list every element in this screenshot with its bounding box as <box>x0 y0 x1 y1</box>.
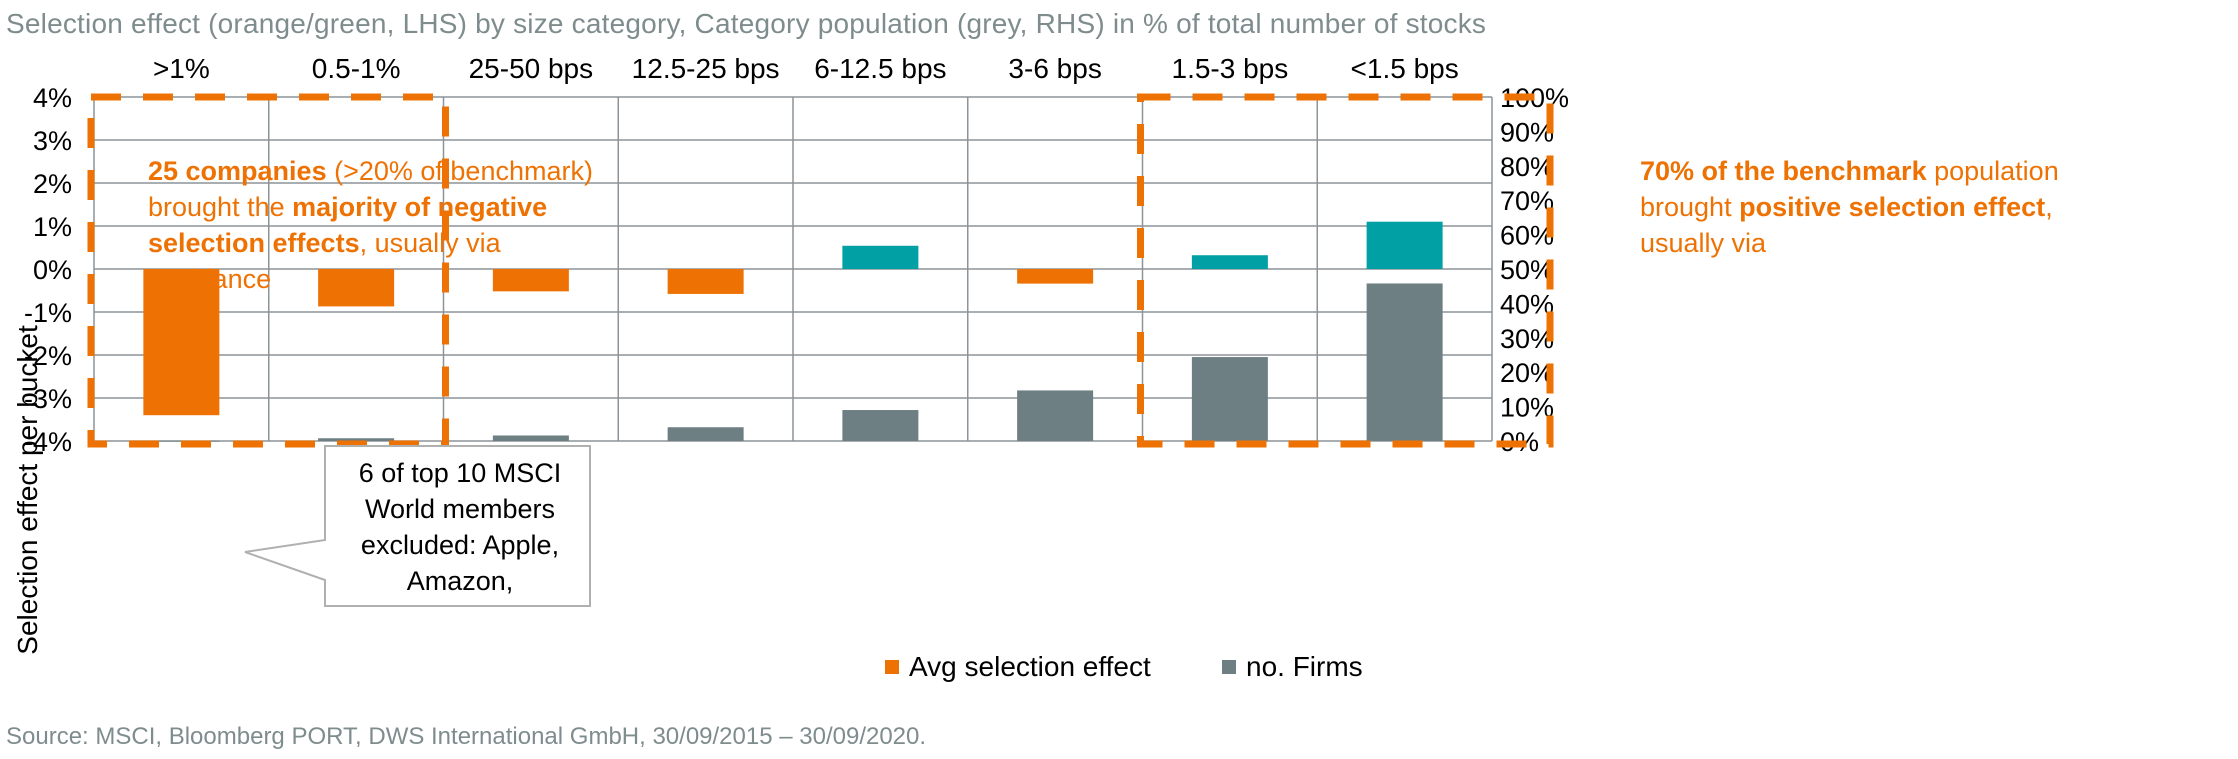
legend-item-avg: Avg selection effect <box>885 651 1151 683</box>
legend-swatch-firms <box>1222 660 1236 674</box>
left-annotation-bold-2: majority of negative selection effects <box>148 192 548 258</box>
category-label: >1% <box>153 53 210 84</box>
right-tick-label: 50% <box>1500 255 1554 285</box>
source-note: Source: MSCI, Bloomberg PORT, DWS Intern… <box>6 723 927 750</box>
right-highlight-box <box>1137 93 1554 448</box>
firms-bar <box>318 438 395 441</box>
category-label: 3-6 bps <box>1008 53 1101 84</box>
right-tick-label: 10% <box>1500 393 1554 423</box>
left-annotation-text-1: (>20% of benchmark) brought the <box>148 156 593 222</box>
left-annotation: 25 companies (>20% of benchmark) brought… <box>148 153 628 297</box>
left-tick-label: 3% <box>33 126 72 156</box>
callout-bubble <box>244 445 591 607</box>
category-label: 1.5-3 bps <box>1172 53 1289 84</box>
category-label: 0.5-1% <box>312 53 401 84</box>
left-tick-label: -3% <box>24 384 72 414</box>
annotation-boxes <box>87 93 1554 607</box>
selection-bar <box>143 269 220 416</box>
right-annotation: 70% of the benchmark population brought … <box>1640 153 2060 261</box>
firms-bar <box>1017 390 1094 441</box>
right-tick-label: 90% <box>1500 117 1554 147</box>
right-tick-label: 70% <box>1500 186 1554 216</box>
selection-bar <box>1366 221 1443 269</box>
selection-bar <box>492 269 569 292</box>
left-tick-label: 0% <box>33 255 72 285</box>
firms-bars <box>143 283 1443 442</box>
right-tick-label: 30% <box>1500 324 1554 354</box>
category-label: 6-12.5 bps <box>814 53 946 84</box>
gridlines <box>93 96 1493 442</box>
firms-bar <box>1191 357 1268 441</box>
left-tick-label: -4% <box>24 427 72 457</box>
left-annotation-bold-1: 25 companies <box>148 156 327 186</box>
right-axis-ticks: 100%90%80%70%60%50%40%30%20%10%0% <box>1500 83 1569 457</box>
category-label: <1.5 bps <box>1351 53 1459 84</box>
selection-bar <box>1017 269 1094 284</box>
left-tick-label: 1% <box>33 212 72 242</box>
firms-bar <box>842 410 919 441</box>
selection-bar <box>842 245 919 269</box>
firms-bar <box>667 427 744 441</box>
right-tick-label: 40% <box>1500 289 1554 319</box>
left-axis-ticks: 4% 3% 2% 1% 0% -1% -2% -3% -4% <box>24 83 72 457</box>
selection-bar <box>667 269 744 294</box>
left-annotation-text-2: , usually via avoidance <box>148 228 501 294</box>
selection-bars <box>143 221 1443 416</box>
legend-label-avg: Avg selection effect <box>909 651 1151 682</box>
right-annotation-bold-1: 70% of the benchmark <box>1640 156 1927 186</box>
left-tick-label: -1% <box>24 298 72 328</box>
callout-text: 6 of top 10 MSCI World members excluded:… <box>358 458 562 596</box>
category-labels: >1% 0.5-1% 25-50 bps 12.5-25 bps 6-12.5 bps 3… <box>153 53 1459 84</box>
selection-bar <box>1191 255 1268 269</box>
firms-bar <box>1366 283 1443 441</box>
category-label: 25-50 bps <box>469 53 594 84</box>
right-annotation-bold-2: positive selection effect <box>1739 192 2046 222</box>
right-tick-label: 80% <box>1500 152 1554 182</box>
legend-swatch-avg <box>885 660 899 674</box>
right-annotation-text-2: , usually via <box>1640 192 2053 258</box>
legend-item-firms: no. Firms <box>1222 651 1363 683</box>
legend-label-firms: no. Firms <box>1246 651 1363 682</box>
legend: Avg selection effect no. Firms <box>0 651 2238 687</box>
left-tick-label: 4% <box>33 83 72 113</box>
left-tick-label: -2% <box>24 341 72 371</box>
right-annotation-text-1: population brought <box>1640 156 2059 222</box>
right-tick-label: 60% <box>1500 221 1554 251</box>
selection-bar <box>318 269 395 307</box>
left-tick-label: 2% <box>33 169 72 199</box>
left-highlight-box <box>87 93 449 448</box>
category-label: 12.5-25 bps <box>632 53 780 84</box>
chart-title: Selection effect (orange/green, LHS) by … <box>6 8 1487 39</box>
right-tick-label: 20% <box>1500 358 1554 388</box>
firms-bar <box>492 435 569 441</box>
y-axis-label: Selection effect per bucket <box>12 325 43 655</box>
